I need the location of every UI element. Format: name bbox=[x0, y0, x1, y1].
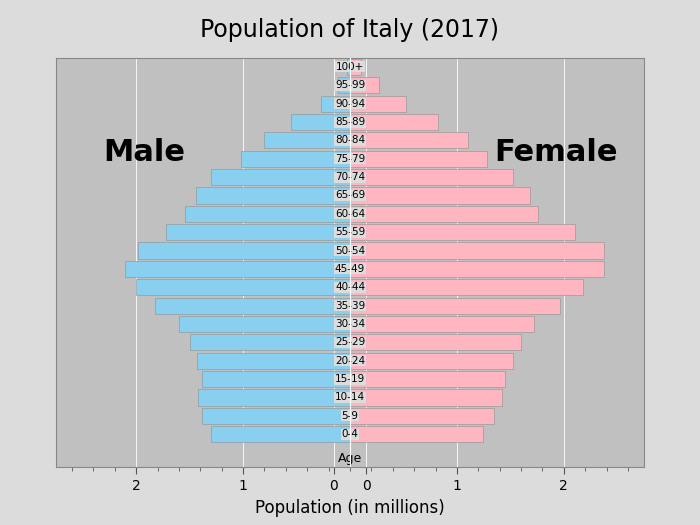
Bar bbox=[350, 279, 583, 296]
Text: 35-39: 35-39 bbox=[335, 301, 365, 311]
Text: 55-59: 55-59 bbox=[335, 227, 365, 237]
Bar bbox=[136, 279, 350, 296]
Text: Female: Female bbox=[494, 138, 617, 167]
Bar bbox=[291, 114, 350, 130]
Bar bbox=[350, 224, 575, 240]
Bar bbox=[186, 206, 350, 222]
Bar bbox=[241, 151, 350, 167]
Bar bbox=[350, 59, 360, 75]
Bar bbox=[211, 426, 350, 442]
Text: 100+: 100+ bbox=[336, 62, 364, 72]
Text: 5-9: 5-9 bbox=[342, 411, 358, 421]
Bar bbox=[350, 77, 379, 93]
Bar bbox=[350, 187, 530, 204]
Bar bbox=[350, 151, 486, 167]
Bar bbox=[211, 169, 350, 185]
Bar bbox=[202, 408, 350, 424]
Bar bbox=[198, 390, 350, 405]
Text: 30-34: 30-34 bbox=[335, 319, 365, 329]
Bar bbox=[350, 261, 604, 277]
Bar bbox=[350, 390, 502, 405]
Text: 40-44: 40-44 bbox=[335, 282, 365, 292]
Text: 25-29: 25-29 bbox=[335, 338, 365, 348]
Text: 60-64: 60-64 bbox=[335, 209, 365, 219]
Text: 0-4: 0-4 bbox=[342, 429, 358, 439]
Text: 85-89: 85-89 bbox=[335, 117, 365, 127]
Bar bbox=[197, 353, 350, 369]
Bar bbox=[321, 96, 350, 112]
Text: 20-24: 20-24 bbox=[335, 356, 365, 366]
Bar bbox=[265, 132, 350, 149]
Text: 80-84: 80-84 bbox=[335, 135, 365, 145]
Bar bbox=[179, 316, 350, 332]
X-axis label: Population (in millions): Population (in millions) bbox=[255, 499, 445, 517]
Bar bbox=[350, 132, 468, 149]
Bar bbox=[350, 408, 494, 424]
Bar bbox=[350, 206, 538, 222]
Bar bbox=[350, 334, 521, 351]
Bar bbox=[350, 96, 405, 112]
Bar bbox=[350, 243, 604, 259]
Bar bbox=[202, 371, 350, 387]
Text: 45-49: 45-49 bbox=[335, 264, 365, 274]
Bar bbox=[350, 353, 512, 369]
Bar bbox=[350, 298, 559, 314]
Text: 50-54: 50-54 bbox=[335, 246, 365, 256]
Bar bbox=[350, 114, 438, 130]
Text: 90-94: 90-94 bbox=[335, 99, 365, 109]
Text: Population of Italy (2017): Population of Italy (2017) bbox=[200, 18, 500, 43]
Bar bbox=[155, 298, 350, 314]
Bar bbox=[338, 77, 350, 93]
Text: 65-69: 65-69 bbox=[335, 191, 365, 201]
Text: 70-74: 70-74 bbox=[335, 172, 365, 182]
Bar bbox=[346, 59, 350, 75]
Bar bbox=[166, 224, 350, 240]
Bar bbox=[350, 371, 505, 387]
Bar bbox=[350, 316, 534, 332]
Text: Age: Age bbox=[338, 453, 362, 466]
Bar bbox=[350, 426, 482, 442]
Text: 75-79: 75-79 bbox=[335, 154, 365, 164]
Bar bbox=[350, 169, 512, 185]
Bar bbox=[190, 334, 350, 351]
Text: 15-19: 15-19 bbox=[335, 374, 365, 384]
Bar bbox=[196, 187, 350, 204]
Text: 10-14: 10-14 bbox=[335, 393, 365, 403]
Text: Male: Male bbox=[103, 138, 186, 167]
Text: 95-99: 95-99 bbox=[335, 80, 365, 90]
Bar bbox=[125, 261, 350, 277]
Bar bbox=[139, 243, 350, 259]
